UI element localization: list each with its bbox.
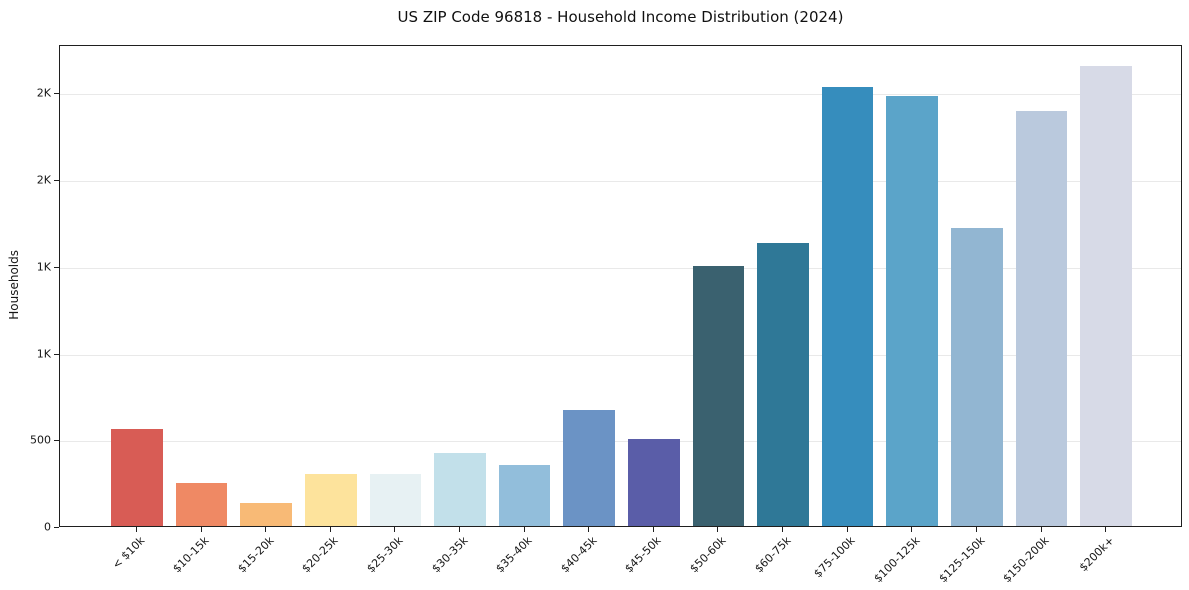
- bar-$50-60k: [692, 265, 745, 526]
- x-tick-mark: [523, 527, 525, 532]
- x-tick-label: $25-30k: [364, 534, 406, 576]
- bar-$15-20k: [240, 502, 292, 526]
- bar-$100-125k: [886, 95, 939, 526]
- y-tick-mark: [54, 266, 59, 268]
- x-tick-mark: [588, 527, 590, 532]
- x-tick-label: $150-200k: [1000, 534, 1052, 586]
- y-tick-label: 500: [30, 433, 51, 447]
- x-tick-mark: [652, 527, 654, 532]
- gridline: [60, 94, 1181, 96]
- chart-title: US ZIP Code 96818 - Household Income Dis…: [397, 8, 844, 26]
- x-tick-label: $30-35k: [428, 534, 471, 576]
- plot-area: [59, 45, 1182, 527]
- y-tick-label: 1K: [36, 347, 51, 360]
- x-tick-mark: [911, 527, 913, 532]
- bar-$125-150k: [951, 227, 1003, 526]
- x-tick-mark: [1040, 527, 1042, 532]
- y-tick-mark: [54, 353, 59, 355]
- y-tick-mark: [54, 440, 59, 442]
- x-tick-label: $75-100k: [811, 534, 858, 581]
- x-tick-label: $200k+: [1076, 534, 1117, 575]
- x-tick-label: $15-20k: [235, 534, 277, 576]
- bar-$20-25k: [304, 473, 357, 526]
- x-tick-mark: [717, 527, 719, 532]
- y-tick-label: 2K: [36, 173, 51, 187]
- y-tick-label: 2K: [36, 86, 51, 100]
- bar-$10-15k: [175, 482, 228, 526]
- x-tick-mark: [329, 527, 331, 532]
- x-tick-mark: [200, 527, 202, 532]
- y-tick-mark: [54, 180, 59, 181]
- bar-$40-45k: [563, 409, 615, 526]
- gridline: [60, 181, 1181, 182]
- gridline: [60, 267, 1181, 269]
- x-tick-mark: [394, 527, 396, 532]
- y-tick-label: 1K: [36, 260, 51, 274]
- bar-$35-40k: [498, 465, 551, 526]
- x-tick-label: < $10k: [109, 534, 148, 572]
- x-tick-label: $125-150k: [935, 534, 988, 586]
- bar-$25-30k: [369, 473, 422, 526]
- x-tick-mark: [265, 527, 267, 532]
- x-tick-mark: [135, 527, 137, 532]
- x-tick-label: $35-40k: [493, 534, 535, 576]
- x-tick-label: $100-125k: [871, 534, 923, 586]
- x-tick-mark: [1105, 527, 1107, 532]
- bar-$200k+: [1080, 66, 1132, 526]
- y-tick-mark: [54, 527, 59, 528]
- bar-$45-50k: [628, 439, 680, 526]
- x-tick-label: $45-50k: [622, 534, 665, 576]
- x-tick-label: $50-60k: [687, 534, 729, 576]
- bar-< $10k: [111, 428, 163, 526]
- y-tick-label: 0: [44, 520, 51, 534]
- x-tick-mark: [846, 527, 848, 532]
- bar-$60-75k: [757, 243, 809, 526]
- x-tick-mark: [975, 527, 977, 532]
- bar-$150-200k: [1015, 111, 1068, 526]
- bar-$30-35k: [434, 453, 486, 526]
- y-tick-mark: [54, 93, 59, 95]
- x-tick-label: $40-45k: [558, 534, 600, 576]
- x-tick-mark: [459, 527, 460, 532]
- gridline: [60, 354, 1181, 356]
- bar-$75-100k: [821, 87, 874, 526]
- x-tick-mark: [782, 527, 783, 532]
- x-tick-label: $20-25k: [299, 534, 341, 576]
- gridline: [60, 441, 1181, 443]
- x-tick-label: $10-15k: [170, 534, 212, 576]
- x-tick-label: $60-75k: [751, 534, 794, 576]
